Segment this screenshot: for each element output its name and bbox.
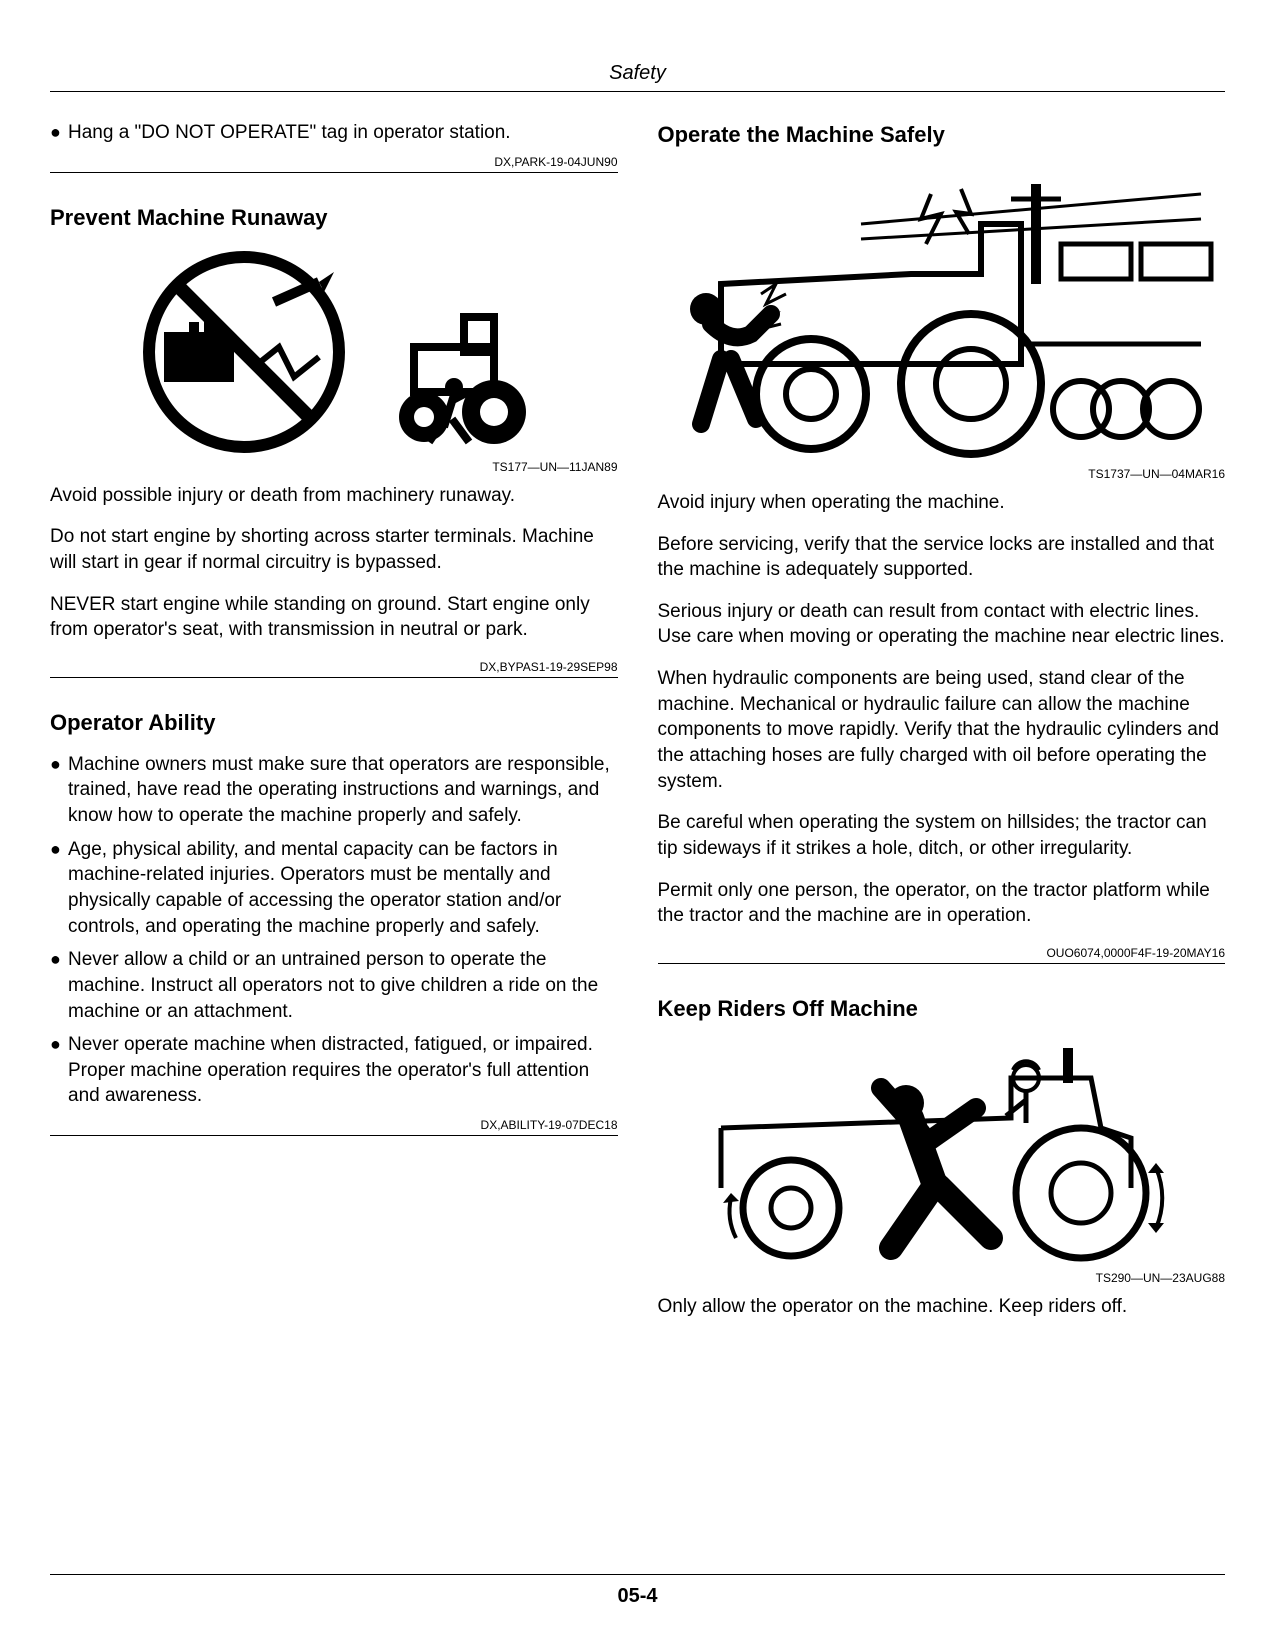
bullet-icon: ● bbox=[50, 947, 68, 1024]
divider bbox=[50, 1135, 618, 1136]
para: Permit only one person, the operator, on… bbox=[658, 878, 1226, 929]
list-item: ● Age, physical ability, and mental capa… bbox=[50, 837, 618, 940]
bullet-icon: ● bbox=[50, 1032, 68, 1109]
heading-operate-safely: Operate the Machine Safely bbox=[658, 120, 1226, 150]
bullet-icon: ● bbox=[50, 120, 68, 146]
bullet-text: Never allow a child or an untrained pers… bbox=[68, 947, 618, 1024]
top-bullet-text: Hang a "DO NOT OPERATE" tag in operator … bbox=[68, 120, 618, 146]
ref-code: OUO6074,0000F4F-19-20MAY16 bbox=[658, 945, 1226, 961]
content-columns: ● Hang a "DO NOT OPERATE" tag in operato… bbox=[50, 120, 1225, 1336]
page-footer: 05-4 bbox=[50, 1574, 1225, 1610]
para: Avoid possible injury or death from mach… bbox=[50, 483, 618, 509]
figure-caption: TS177—UN—11JAN89 bbox=[50, 459, 618, 475]
para: Be careful when operating the system on … bbox=[658, 810, 1226, 861]
ref-code: DX,ABILITY-19-07DEC18 bbox=[50, 1117, 618, 1133]
heading-prevent-runaway: Prevent Machine Runaway bbox=[50, 203, 618, 233]
list-item: ● Never allow a child or an untrained pe… bbox=[50, 947, 618, 1024]
page-number: 05-4 bbox=[617, 1585, 657, 1607]
para: Serious injury or death can result from … bbox=[658, 599, 1226, 650]
divider bbox=[50, 677, 618, 678]
ref-code: DX,PARK-19-04JUN90 bbox=[50, 154, 618, 170]
bullet-text: Age, physical ability, and mental capaci… bbox=[68, 837, 618, 940]
ref-code: DX,BYPAS1-19-29SEP98 bbox=[50, 659, 618, 675]
bullet-text: Never operate machine when distracted, f… bbox=[68, 1032, 618, 1109]
list-item: ● Never operate machine when distracted,… bbox=[50, 1032, 618, 1109]
page-header-title: Safety bbox=[50, 60, 1225, 92]
figure-keep-riders-off bbox=[658, 1038, 1226, 1268]
left-column: ● Hang a "DO NOT OPERATE" tag in operato… bbox=[50, 120, 618, 1336]
para: When hydraulic components are being used… bbox=[658, 666, 1226, 794]
bullet-icon: ● bbox=[50, 837, 68, 940]
heading-keep-riders-off: Keep Riders Off Machine bbox=[658, 994, 1226, 1024]
para: Only allow the operator on the machine. … bbox=[658, 1294, 1226, 1320]
divider bbox=[658, 963, 1226, 964]
para: Do not start engine by shorting across s… bbox=[50, 524, 618, 575]
figure-caption: TS290—UN—23AUG88 bbox=[658, 1270, 1226, 1286]
list-item: ● Machine owners must make sure that ope… bbox=[50, 752, 618, 829]
bullet-icon: ● bbox=[50, 752, 68, 829]
heading-operator-ability: Operator Ability bbox=[50, 708, 618, 738]
para: Before servicing, verify that the servic… bbox=[658, 532, 1226, 583]
right-column: Operate the Machine Safely bbox=[658, 120, 1226, 1336]
top-bullet: ● Hang a "DO NOT OPERATE" tag in operato… bbox=[50, 120, 618, 146]
figure-caption: TS1737—UN—04MAR16 bbox=[658, 466, 1226, 482]
figure-prevent-runaway bbox=[50, 247, 618, 457]
para: NEVER start engine while standing on gro… bbox=[50, 592, 618, 643]
figure-operate-safely bbox=[658, 164, 1226, 464]
bullet-text: Machine owners must make sure that opera… bbox=[68, 752, 618, 829]
para: Avoid injury when operating the machine. bbox=[658, 490, 1226, 516]
divider bbox=[50, 172, 618, 173]
